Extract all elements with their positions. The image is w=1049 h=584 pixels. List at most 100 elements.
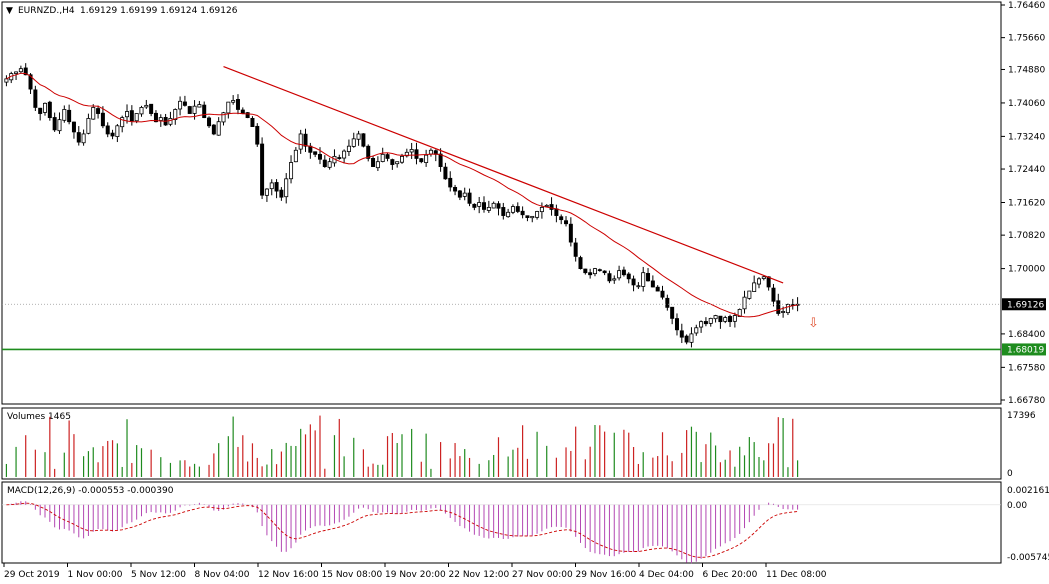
candle-body [588,272,593,276]
price-y-axis: 1.76460 1.75660 1.74880 1.74060 1.73240 1.724… [1001,1,1045,406]
candle-body [4,78,9,83]
candle-body [568,223,573,243]
candle-body [380,153,385,162]
ma-line [6,72,798,318]
candle-body [554,208,559,216]
candle-body [342,150,347,159]
macd-title: MACD(12,26,9) -0.000553 -0.000390 [7,486,174,496]
x-tick-label: 6 Dec 20:00 [703,570,758,580]
candle-body [399,155,404,163]
candle-body [260,143,265,196]
macd-signal-line [6,502,798,558]
trendline [223,66,784,284]
candle-body [713,315,718,320]
candle-body [747,290,752,299]
candle-body [482,202,487,210]
candle-body [129,110,134,122]
x-tick-label: 5 Nov 12:00 [131,570,186,580]
candle-body [298,133,303,150]
candle-body [168,118,173,125]
candle-body [240,109,245,114]
candle-body [617,270,622,279]
candle-body [371,158,376,167]
candle-body [76,132,81,143]
candle-body [742,296,747,310]
candle-body [665,297,670,308]
candle-body [187,106,192,114]
candle-body [173,109,178,121]
candle-body [472,203,477,208]
candle-body [115,125,120,137]
candle-body [771,287,776,302]
candle-body [650,280,655,288]
y-tick-label: 1.70000 [1008,265,1045,275]
candle-body [703,321,708,325]
candle-body [284,178,289,198]
candle-body [23,67,28,76]
candle-body [100,112,105,127]
candle-body [491,202,496,209]
y-tick-label: 1.74060 [1008,99,1045,109]
support-price-tag [1002,343,1046,356]
candle-body [351,138,356,147]
candle-body [428,149,433,155]
candle-body [182,101,187,106]
candle-body [781,311,786,313]
candle-body [395,161,400,165]
candle-body [57,119,62,132]
ohlc-readout: 1.69129 1.69199 1.69124 1.69126 [80,6,238,16]
y-tick-label: 1.74880 [1008,65,1045,75]
candle-body [38,107,43,114]
candlestick-series [4,63,800,348]
candle-body [708,317,713,324]
candle-body [646,273,651,282]
volume-bars [5,415,799,477]
candle-body [785,304,790,314]
candle-body [313,151,318,155]
candle-body [71,121,76,133]
volume-title: Volumes 1465 [7,412,71,422]
candle-body [699,321,704,328]
candle-body [641,272,646,287]
candle-body [564,220,569,225]
x-tick-label: 4 Dec 04:00 [639,570,694,580]
candle-body [293,149,298,163]
x-tick-label: 12 Nov 16:00 [258,570,319,580]
candle-body [317,154,322,160]
candle-body [264,188,269,196]
candle-body [322,159,327,167]
candle-body [544,204,549,207]
candle-body [226,101,231,114]
candle-body [438,153,443,167]
candle-body [96,108,101,114]
candle-body [573,242,578,257]
candle-body [43,102,48,113]
candle-body [756,278,761,285]
moving-average [6,72,798,318]
candle-body [125,111,130,118]
candle-body [231,100,236,103]
x-tick-label: 27 Nov 00:00 [512,570,573,580]
candle-body [289,162,294,180]
candle-body [592,268,597,275]
y-tick-label: 1.75660 [1008,34,1045,44]
candle-body [221,112,226,123]
candle-body [52,117,57,131]
candle-body [501,207,506,216]
candle-body [366,145,371,159]
candle-body [245,112,250,119]
candle-body [149,103,154,114]
price-tags: 1.69126 1.68019 [1002,298,1046,356]
candle-body [602,270,607,274]
candle-body [67,109,72,123]
candle-body [732,315,737,322]
candle-body [375,161,380,169]
x-tick-label: 8 Nov 04:00 [195,570,250,580]
candle-body [631,278,636,286]
x-tick-label: 29 Oct 2019 [4,570,60,580]
support-price-tag-label: 1.68019 [1007,345,1044,355]
candle-body [525,215,530,218]
volume-min-label: 0 [1007,469,1013,479]
symbol-dropdown-icon[interactable]: ▼ [6,6,13,16]
candle-body [515,206,520,212]
